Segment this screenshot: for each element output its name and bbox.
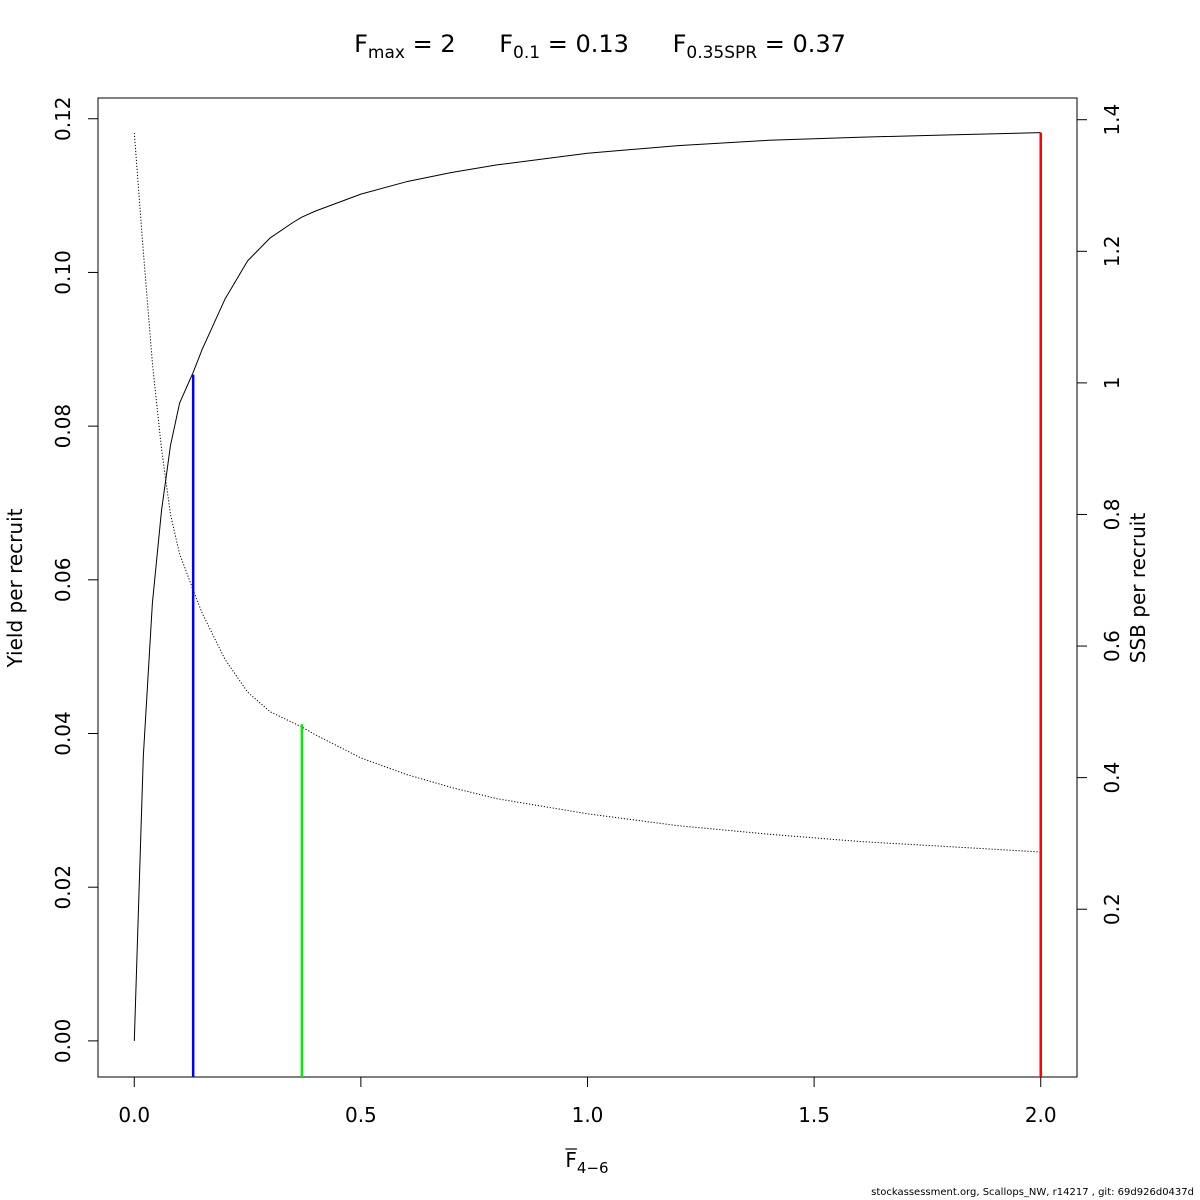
x-tick-label: 0.0	[118, 1103, 150, 1127]
yield-per-recruit-line	[133, 132, 1041, 1041]
y-axis-label: Yield per recruit	[3, 508, 27, 668]
y2-tick-label: 1	[1100, 377, 1124, 390]
y-tick-label: 0.00	[51, 1019, 75, 1064]
y2-axis-label: SSB per recruit	[1126, 513, 1150, 664]
y2-tick-label: 1.2	[1100, 235, 1124, 267]
y2-tick-label: 1.4	[1100, 104, 1124, 136]
y-tick-label: 0.04	[51, 711, 75, 756]
y-axis-right: 0.2 0.4 0.6 0.8 1 1.2 1.4	[1076, 104, 1124, 925]
y2-tick-label: 0.2	[1100, 893, 1124, 925]
y-tick-label: 0.10	[51, 250, 75, 295]
ssb-per-recruit-line	[133, 132, 1041, 853]
x-tick-label: 1.5	[798, 1103, 830, 1127]
chart-title: Fmax = 2 F0.1 = 0.13 F0.35SPR = 0.37	[0, 30, 1200, 63]
reference-lines	[191, 132, 1042, 1077]
x-tick-label: 2.0	[1025, 1103, 1057, 1127]
plot-frame	[97, 97, 1078, 1078]
x-tick-label: 0.5	[345, 1103, 377, 1127]
title-fspr: F0.35SPR = 0.37	[672, 30, 846, 63]
footer-note: stockassessment.org, Scallops_NW, r14217…	[871, 1187, 1194, 1198]
y-tick-label: 0.02	[51, 865, 75, 910]
x-axis: 0.0 0.5 1.0 1.5 2.0	[118, 1076, 1057, 1127]
y-tick-label: 0.06	[51, 558, 75, 603]
y2-tick-label: 0.4	[1100, 762, 1124, 794]
title-fmax: Fmax = 2	[354, 30, 456, 63]
y-tick-label: 0.08	[51, 404, 75, 449]
title-f01: F0.1 = 0.13	[499, 30, 629, 63]
y2-tick-label: 0.6	[1100, 630, 1124, 662]
y2-tick-label: 0.8	[1100, 499, 1124, 531]
series-layer	[133, 132, 1041, 1041]
y-axis-left: 0.00 0.02 0.04 0.06 0.08 0.10 0.12	[51, 96, 99, 1064]
x-tick-label: 1.0	[572, 1103, 604, 1127]
x-axis-label: F4−6	[565, 1148, 608, 1177]
y-tick-label: 0.12	[51, 96, 75, 141]
